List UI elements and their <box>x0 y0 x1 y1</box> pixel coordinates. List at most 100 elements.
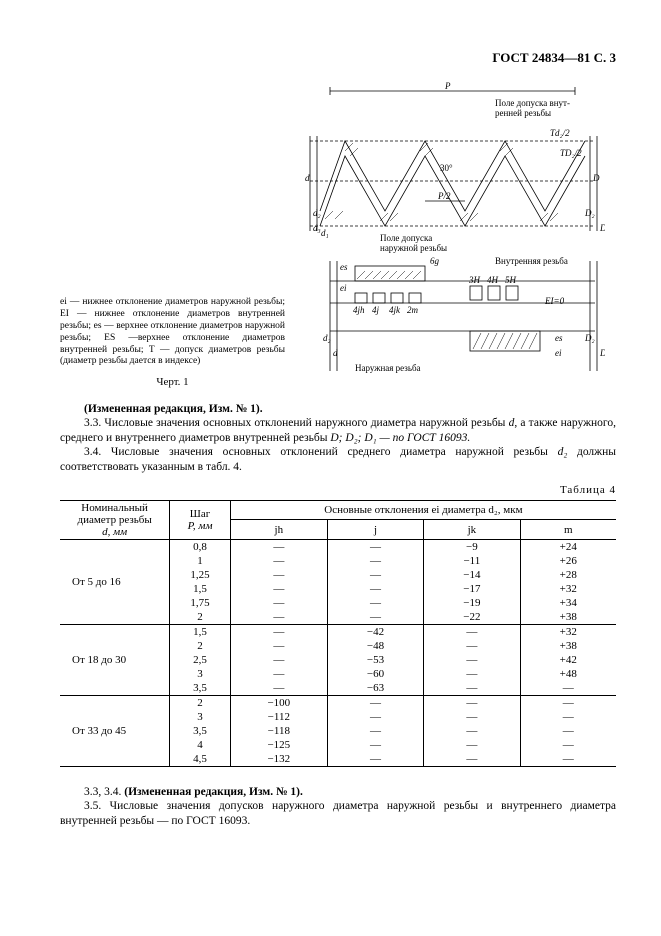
svg-text:ei: ei <box>340 283 347 293</box>
data-cell: +38 <box>520 639 616 653</box>
data-cell: −22 <box>424 610 520 625</box>
svg-text:d₂: d₂ <box>323 333 331 343</box>
svg-text:D₁: D₁ <box>599 348 605 358</box>
para-3-3: 3.3. Числовые значения основных отклонен… <box>60 416 616 445</box>
data-cell: — <box>424 667 520 681</box>
span-header: Основные отклонения ei диаметра d₂, мкм <box>230 500 616 520</box>
subcol-jk: jk <box>424 520 520 540</box>
svg-text:Внутренняя резьба: Внутренняя резьба <box>495 256 568 266</box>
data-cell: — <box>327 582 423 596</box>
data-cell: 2,5 <box>170 653 231 667</box>
data-cell: −132 <box>230 752 327 767</box>
data-cell: +34 <box>520 596 616 610</box>
data-cell: — <box>327 568 423 582</box>
svg-text:5H: 5H <box>505 275 517 285</box>
data-cell: — <box>327 610 423 625</box>
data-cell: — <box>327 710 423 724</box>
data-cell: — <box>327 554 423 568</box>
para-3-5: 3.5. Числовые значения допусков наружног… <box>60 799 616 828</box>
para-3-4: 3.4. Числовые значения основных отклонен… <box>60 445 616 474</box>
data-cell: 2 <box>170 610 231 625</box>
table-row: От 18 до 301,5—−42—+32 <box>60 624 616 639</box>
data-cell: — <box>424 624 520 639</box>
data-cell: — <box>424 681 520 696</box>
page-header: ГОСТ 24834—81 С. 3 <box>60 50 616 66</box>
data-cell: 1,5 <box>170 582 231 596</box>
data-cell: — <box>424 695 520 710</box>
data-cell: — <box>327 724 423 738</box>
data-cell: — <box>230 539 327 554</box>
data-cell: −42 <box>327 624 423 639</box>
data-cell: — <box>230 667 327 681</box>
data-cell: +38 <box>520 610 616 625</box>
data-cell: — <box>520 724 616 738</box>
svg-text:es: es <box>555 333 563 343</box>
para-amendment-2: 3.3, 3.4. (Измененная редакция, Изм. № 1… <box>60 785 616 799</box>
data-cell: — <box>327 695 423 710</box>
svg-text:наружной резьбы: наружной резьбы <box>380 243 447 253</box>
svg-text:Наружная резьба: Наружная резьба <box>355 363 421 373</box>
body-text-block-1: (Измененная редакция, Изм. № 1). 3.3. Чи… <box>60 402 616 474</box>
svg-text:4H: 4H <box>487 275 499 285</box>
data-cell: — <box>230 681 327 696</box>
data-cell: −48 <box>327 639 423 653</box>
col2-l1: Шаг <box>190 508 211 520</box>
svg-text:2m: 2m <box>407 305 419 315</box>
col1-l1: Номинальный <box>81 502 148 514</box>
range-cell: От 18 до 30 <box>60 624 170 695</box>
svg-text:Поле допуска внут-: Поле допуска внут- <box>495 98 570 108</box>
table-4: Номинальный диаметр резьбы d, мм Шаг P, … <box>60 500 616 767</box>
data-cell: −125 <box>230 738 327 752</box>
data-cell: 4 <box>170 738 231 752</box>
svg-text:D₂: D₂ <box>584 333 595 343</box>
svg-text:Поле допуска: Поле допуска <box>380 233 432 243</box>
data-cell: −9 <box>424 539 520 554</box>
data-cell: 4,5 <box>170 752 231 767</box>
data-cell: — <box>230 554 327 568</box>
data-cell: — <box>424 639 520 653</box>
data-cell: — <box>327 539 423 554</box>
svg-text:4j: 4j <box>372 305 380 315</box>
data-cell: −11 <box>424 554 520 568</box>
data-cell: — <box>520 695 616 710</box>
subcol-m: m <box>520 520 616 540</box>
svg-text:d₃: d₃ <box>313 223 321 233</box>
data-cell: −19 <box>424 596 520 610</box>
data-cell: +32 <box>520 582 616 596</box>
data-cell: −60 <box>327 667 423 681</box>
table-row: От 33 до 452−100——— <box>60 695 616 710</box>
svg-text:ei: ei <box>555 348 562 358</box>
data-cell: — <box>230 653 327 667</box>
range-cell: От 5 до 16 <box>60 539 170 624</box>
data-cell: −118 <box>230 724 327 738</box>
data-cell: +42 <box>520 653 616 667</box>
data-cell: 1,5 <box>170 624 231 639</box>
data-cell: — <box>230 596 327 610</box>
data-cell: — <box>327 596 423 610</box>
svg-text:d₁: d₁ <box>321 228 329 238</box>
data-cell: — <box>520 752 616 767</box>
data-cell: — <box>230 639 327 653</box>
svg-text:EI=0: EI=0 <box>544 296 565 306</box>
data-cell: 3 <box>170 667 231 681</box>
svg-text:D₁: D₁ <box>599 223 605 233</box>
data-cell: — <box>230 568 327 582</box>
svg-text:P/2: P/2 <box>437 191 451 201</box>
data-cell: — <box>424 710 520 724</box>
data-cell: — <box>230 582 327 596</box>
page: ГОСТ 24834—81 С. 3 ei — нижнее отклонени… <box>0 0 661 936</box>
data-cell: −100 <box>230 695 327 710</box>
data-cell: −17 <box>424 582 520 596</box>
data-cell: −112 <box>230 710 327 724</box>
col1-l2: диаметр резьбы <box>77 514 151 526</box>
svg-text:30°: 30° <box>440 163 453 173</box>
data-cell: — <box>327 738 423 752</box>
figure-notes: ei — нижнее отклонение диаметров наружно… <box>60 297 295 390</box>
data-cell: +26 <box>520 554 616 568</box>
col2-l2: P, мм <box>188 520 213 532</box>
data-cell: — <box>520 681 616 696</box>
body-text-block-2: 3.3, 3.4. (Измененная редакция, Изм. № 1… <box>60 785 616 828</box>
data-cell: +32 <box>520 624 616 639</box>
data-cell: 3,5 <box>170 724 231 738</box>
data-cell: 1,25 <box>170 568 231 582</box>
